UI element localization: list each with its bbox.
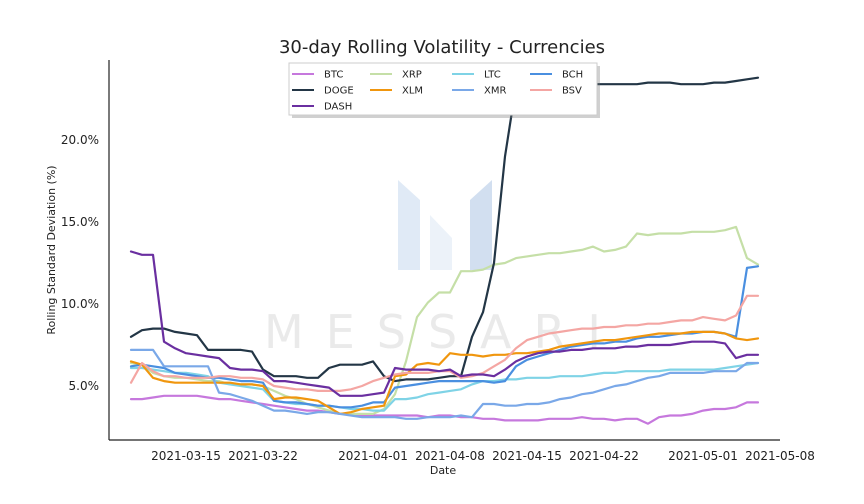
legend: BTC XRP LTC BCH DOGE XLM XMR BSV DASH — [288, 62, 600, 118]
y-tick-label: 5.0% — [69, 379, 100, 393]
series-line-xlm — [129, 330, 760, 415]
messari-watermark: MESSARI — [264, 180, 601, 359]
x-tick-label: 2021-04-08 — [415, 449, 485, 463]
x-tick-label: 2021-05-08 — [745, 449, 815, 463]
legend-label-bch: BCH — [562, 70, 583, 81]
y-tick-label: 20.0% — [61, 133, 99, 147]
x-axis-label: Date — [430, 464, 457, 477]
watermark-logo-mid — [430, 215, 452, 270]
x-tick-label: 2021-03-22 — [228, 449, 298, 463]
series-line-ltc — [129, 361, 760, 412]
series-line-bch — [129, 265, 760, 409]
legend-label-xrp: XRP — [402, 70, 422, 81]
legend-label-xlm: XLM — [402, 86, 423, 97]
watermark-logo-left — [398, 180, 420, 270]
x-tick-label: 2021-04-01 — [338, 449, 408, 463]
x-tick-label: 2021-04-22 — [569, 449, 639, 463]
legend-label-dash: DASH — [324, 102, 352, 113]
chart-title: 30-day Rolling Volatility - Currencies — [279, 37, 605, 58]
x-tick-label: 2021-03-15 — [151, 449, 221, 463]
x-ticks: 2021-03-15 2021-03-22 2021-04-01 2021-04-08… — [151, 449, 815, 463]
legend-label-ltc: LTC — [484, 70, 501, 81]
series-line-doge — [129, 76, 760, 383]
legend-label-btc: BTC — [324, 70, 343, 81]
legend-items: BTC XRP LTC BCH DOGE XLM XMR BSV DASH — [292, 70, 583, 113]
y-tick-label: 10.0% — [61, 297, 99, 311]
y-ticks: 5.0% 10.0% 15.0% 20.0% — [61, 133, 99, 393]
series-lines — [129, 76, 760, 425]
legend-label-bsv: BSV — [562, 86, 582, 97]
y-axis-label: Rolling Standard Deviation (%) — [45, 165, 58, 334]
legend-label-doge: DOGE — [324, 86, 354, 97]
series-line-dash — [129, 250, 760, 397]
series-line-btc — [129, 394, 760, 425]
x-tick-label: 2021-05-01 — [668, 449, 738, 463]
series-line-xmr — [129, 348, 760, 420]
watermark-logo-right — [470, 180, 492, 270]
x-tick-label: 2021-04-15 — [492, 449, 562, 463]
legend-label-xmr: XMR — [484, 86, 506, 97]
y-tick-label: 15.0% — [61, 215, 99, 229]
